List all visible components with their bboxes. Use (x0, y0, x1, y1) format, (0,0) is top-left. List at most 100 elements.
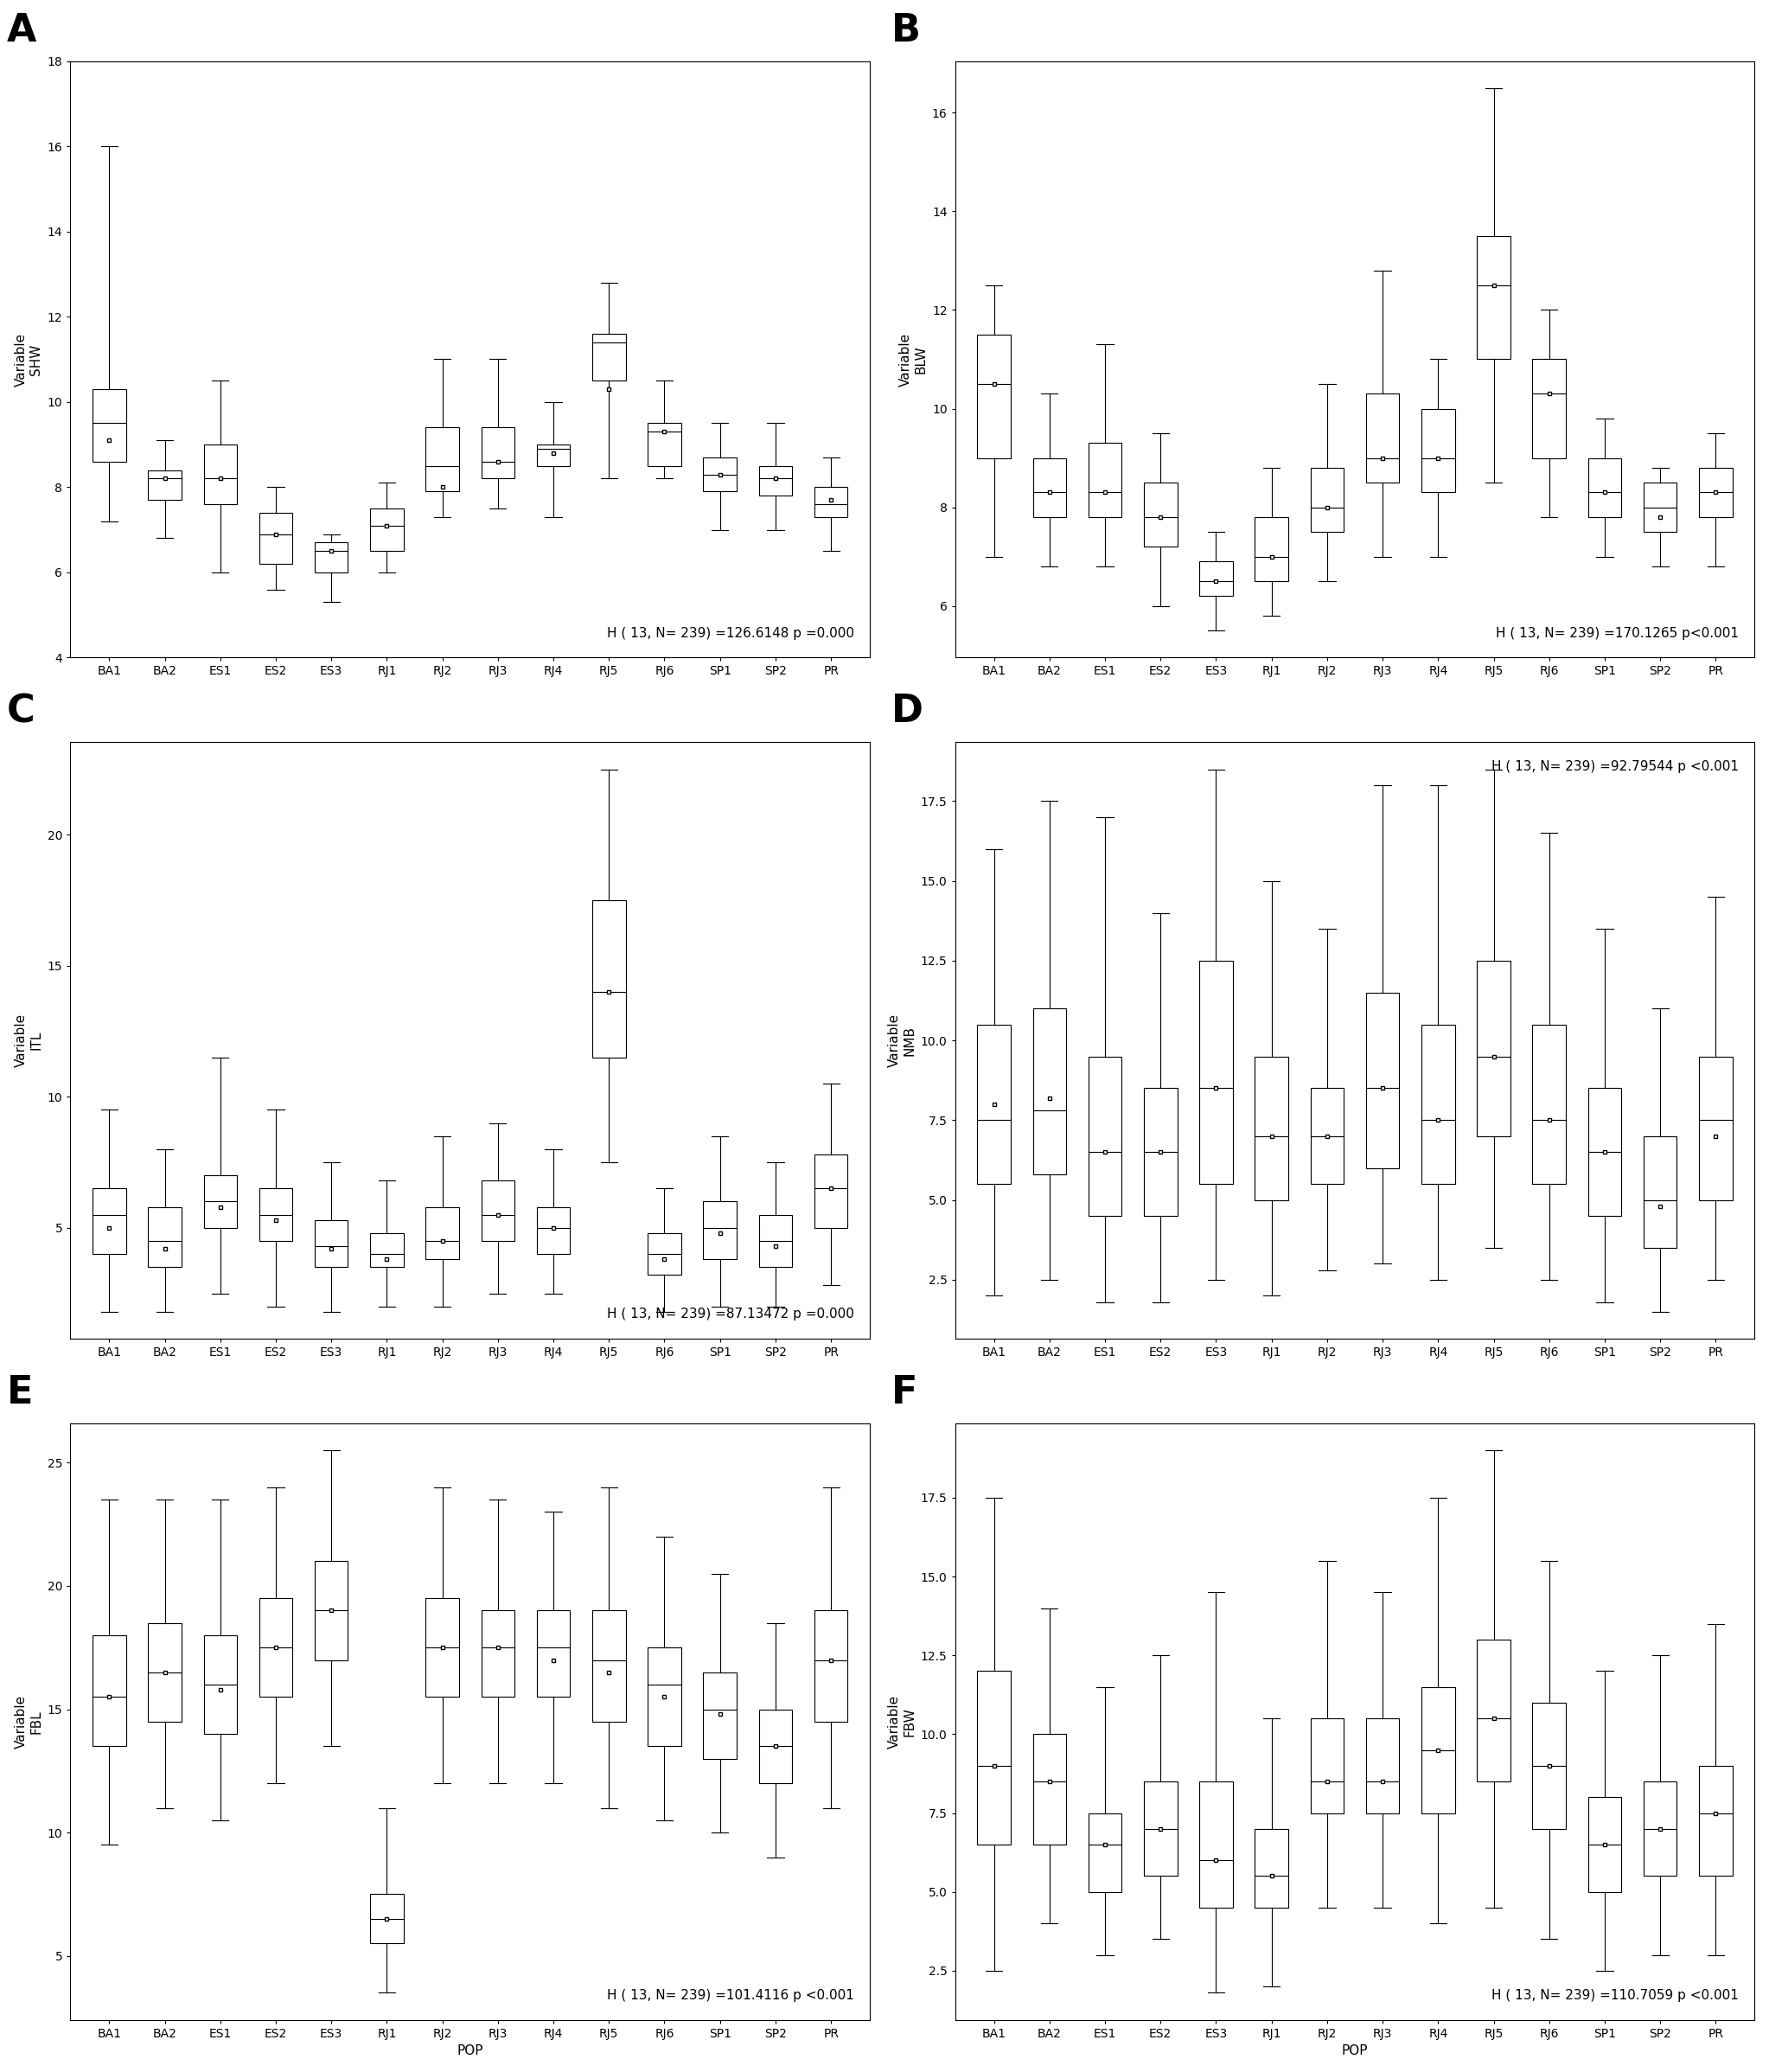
PathPatch shape (1145, 1088, 1176, 1216)
Text: H ( 13, N= 239) =170.1265 p<0.001: H ( 13, N= 239) =170.1265 p<0.001 (1495, 626, 1739, 640)
PathPatch shape (704, 458, 736, 491)
PathPatch shape (1088, 1057, 1122, 1216)
Text: H ( 13, N= 239) =126.6148 p =0.000: H ( 13, N= 239) =126.6148 p =0.000 (607, 626, 854, 640)
PathPatch shape (1145, 483, 1176, 547)
PathPatch shape (536, 1610, 570, 1697)
PathPatch shape (481, 1181, 515, 1241)
PathPatch shape (647, 423, 681, 466)
PathPatch shape (814, 487, 847, 518)
Text: A: A (7, 12, 35, 50)
PathPatch shape (1422, 1024, 1454, 1183)
PathPatch shape (1477, 1639, 1511, 1782)
PathPatch shape (976, 1672, 1010, 1844)
PathPatch shape (1643, 483, 1677, 533)
PathPatch shape (315, 1220, 348, 1268)
Y-axis label: Variable
SHW: Variable SHW (14, 332, 42, 385)
Y-axis label: Variable
ITL: Variable ITL (14, 1013, 42, 1067)
Y-axis label: Variable
FBW: Variable FBW (888, 1695, 916, 1749)
PathPatch shape (1311, 1088, 1344, 1183)
PathPatch shape (1033, 458, 1067, 518)
PathPatch shape (1532, 1024, 1566, 1183)
Text: D: D (892, 692, 923, 729)
PathPatch shape (1254, 1830, 1288, 1908)
PathPatch shape (1254, 1057, 1288, 1200)
PathPatch shape (1088, 1813, 1122, 1892)
PathPatch shape (149, 470, 182, 499)
PathPatch shape (258, 1189, 292, 1241)
Text: H ( 13, N= 239) =101.4116 p <0.001: H ( 13, N= 239) =101.4116 p <0.001 (607, 1989, 854, 2002)
PathPatch shape (647, 1647, 681, 1747)
PathPatch shape (1589, 1088, 1622, 1216)
PathPatch shape (370, 1233, 403, 1268)
PathPatch shape (203, 1635, 237, 1734)
X-axis label: POP: POP (456, 2045, 483, 2057)
PathPatch shape (1366, 1718, 1399, 1813)
PathPatch shape (1033, 1009, 1067, 1175)
Text: H ( 13, N= 239) =92.79544 p <0.001: H ( 13, N= 239) =92.79544 p <0.001 (1491, 760, 1739, 773)
Text: E: E (7, 1374, 34, 1411)
PathPatch shape (258, 1598, 292, 1697)
PathPatch shape (1698, 1765, 1732, 1875)
PathPatch shape (1199, 961, 1233, 1183)
Y-axis label: Variable
FBL: Variable FBL (14, 1695, 42, 1749)
X-axis label: POP: POP (1341, 2045, 1367, 2057)
PathPatch shape (814, 1154, 847, 1229)
PathPatch shape (704, 1202, 736, 1260)
PathPatch shape (1589, 458, 1622, 518)
PathPatch shape (1033, 1734, 1067, 1844)
PathPatch shape (203, 1175, 237, 1229)
PathPatch shape (315, 1562, 348, 1660)
PathPatch shape (536, 445, 570, 466)
PathPatch shape (593, 1610, 626, 1722)
PathPatch shape (1311, 468, 1344, 533)
Text: B: B (892, 12, 920, 50)
PathPatch shape (1199, 1782, 1233, 1908)
PathPatch shape (976, 336, 1010, 458)
PathPatch shape (426, 427, 458, 491)
PathPatch shape (1477, 236, 1511, 358)
PathPatch shape (92, 1635, 126, 1747)
PathPatch shape (92, 390, 126, 462)
PathPatch shape (814, 1610, 847, 1722)
PathPatch shape (759, 466, 793, 495)
PathPatch shape (1088, 443, 1122, 518)
PathPatch shape (370, 1894, 403, 1944)
PathPatch shape (1422, 1687, 1454, 1813)
PathPatch shape (203, 445, 237, 503)
PathPatch shape (1532, 358, 1566, 458)
PathPatch shape (149, 1206, 182, 1268)
Text: H ( 13, N= 239) =87.13472 p =0.000: H ( 13, N= 239) =87.13472 p =0.000 (607, 1307, 854, 1320)
PathPatch shape (481, 427, 515, 479)
Y-axis label: Variable
BLW: Variable BLW (899, 332, 927, 385)
PathPatch shape (759, 1214, 793, 1268)
PathPatch shape (647, 1233, 681, 1274)
PathPatch shape (1643, 1782, 1677, 1875)
PathPatch shape (1366, 992, 1399, 1169)
PathPatch shape (593, 899, 626, 1057)
PathPatch shape (1311, 1718, 1344, 1813)
PathPatch shape (1199, 562, 1233, 597)
PathPatch shape (1643, 1135, 1677, 1247)
PathPatch shape (370, 508, 403, 551)
PathPatch shape (481, 1610, 515, 1697)
PathPatch shape (536, 1206, 570, 1254)
PathPatch shape (426, 1598, 458, 1697)
PathPatch shape (1254, 518, 1288, 580)
PathPatch shape (1698, 468, 1732, 518)
PathPatch shape (1422, 408, 1454, 493)
PathPatch shape (258, 512, 292, 564)
PathPatch shape (759, 1709, 793, 1784)
PathPatch shape (1698, 1057, 1732, 1200)
PathPatch shape (1145, 1782, 1176, 1875)
Y-axis label: Variable
NMB: Variable NMB (888, 1013, 916, 1067)
Text: H ( 13, N= 239) =110.7059 p <0.001: H ( 13, N= 239) =110.7059 p <0.001 (1491, 1989, 1739, 2002)
PathPatch shape (426, 1206, 458, 1260)
PathPatch shape (1532, 1703, 1566, 1830)
PathPatch shape (92, 1189, 126, 1254)
PathPatch shape (704, 1672, 736, 1759)
PathPatch shape (593, 334, 626, 381)
PathPatch shape (976, 1024, 1010, 1183)
PathPatch shape (1477, 961, 1511, 1135)
PathPatch shape (1589, 1796, 1622, 1892)
Text: C: C (7, 692, 35, 729)
